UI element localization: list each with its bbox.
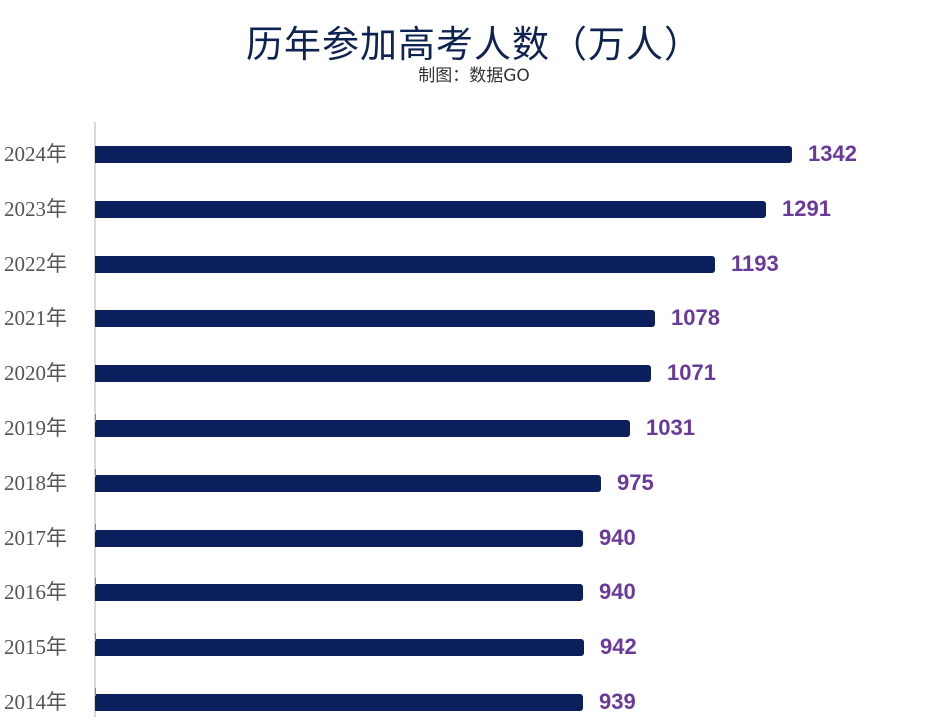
value-label: 1071 <box>667 360 716 386</box>
category-label: 2014年 <box>4 690 67 714</box>
bar-row: 2023年 1291 <box>0 189 948 229</box>
bar-row: 2014年 939 <box>0 682 948 722</box>
bar <box>95 474 601 492</box>
category-label: 2017年 <box>4 525 67 550</box>
category-label: 2019年 <box>4 416 67 440</box>
tick-mark <box>95 688 96 696</box>
category-label: 2022年 <box>4 251 67 276</box>
bar <box>95 310 655 328</box>
bar <box>95 584 583 602</box>
tick-mark <box>95 633 96 642</box>
tick-mark <box>95 414 96 422</box>
bar <box>95 420 630 437</box>
value-label: 942 <box>600 634 637 660</box>
bar-row: 2019年 1031 <box>0 408 948 448</box>
value-label: 1291 <box>782 195 831 221</box>
bar-row: 2017年 940 <box>0 518 948 558</box>
category-label: 2016年 <box>4 580 67 605</box>
value-label: 1078 <box>671 305 720 331</box>
value-label: 1342 <box>808 141 857 166</box>
bar <box>95 255 715 273</box>
tick-mark <box>95 468 96 477</box>
value-label: 1193 <box>731 250 779 276</box>
bar-row: 2018年 975 <box>0 463 948 503</box>
chart-title: 历年参加高考人数（万人） <box>246 23 702 66</box>
value-label: 940 <box>599 579 636 605</box>
bar-row: 2022年 1193 <box>0 244 948 284</box>
value-label: 975 <box>617 469 654 495</box>
category-label: 2015年 <box>4 635 67 660</box>
category-label: 2020年 <box>4 361 67 386</box>
bar <box>95 200 766 218</box>
value-label: 939 <box>599 689 636 714</box>
bar <box>95 365 651 383</box>
tick-mark <box>95 523 96 532</box>
category-label: 2021年 <box>4 306 67 331</box>
chart-subtitle: 制图：数据GO <box>418 66 530 86</box>
bar <box>95 694 583 711</box>
category-label: 2018年 <box>4 470 67 495</box>
bar-row: 2015年 942 <box>0 627 948 667</box>
value-label: 1031 <box>646 415 695 440</box>
bar-row: 2024年 1342 <box>0 134 948 174</box>
tick-mark <box>95 578 96 587</box>
bar-row: 2016年 940 <box>0 572 948 612</box>
bar <box>95 146 792 163</box>
value-label: 940 <box>599 524 636 550</box>
bar-row: 2021年 1078 <box>0 298 948 338</box>
category-label: 2023年 <box>4 196 67 221</box>
bar <box>95 639 584 657</box>
bar <box>95 529 583 547</box>
bar-row: 2020年 1071 <box>0 353 948 393</box>
category-label: 2024年 <box>4 142 67 166</box>
